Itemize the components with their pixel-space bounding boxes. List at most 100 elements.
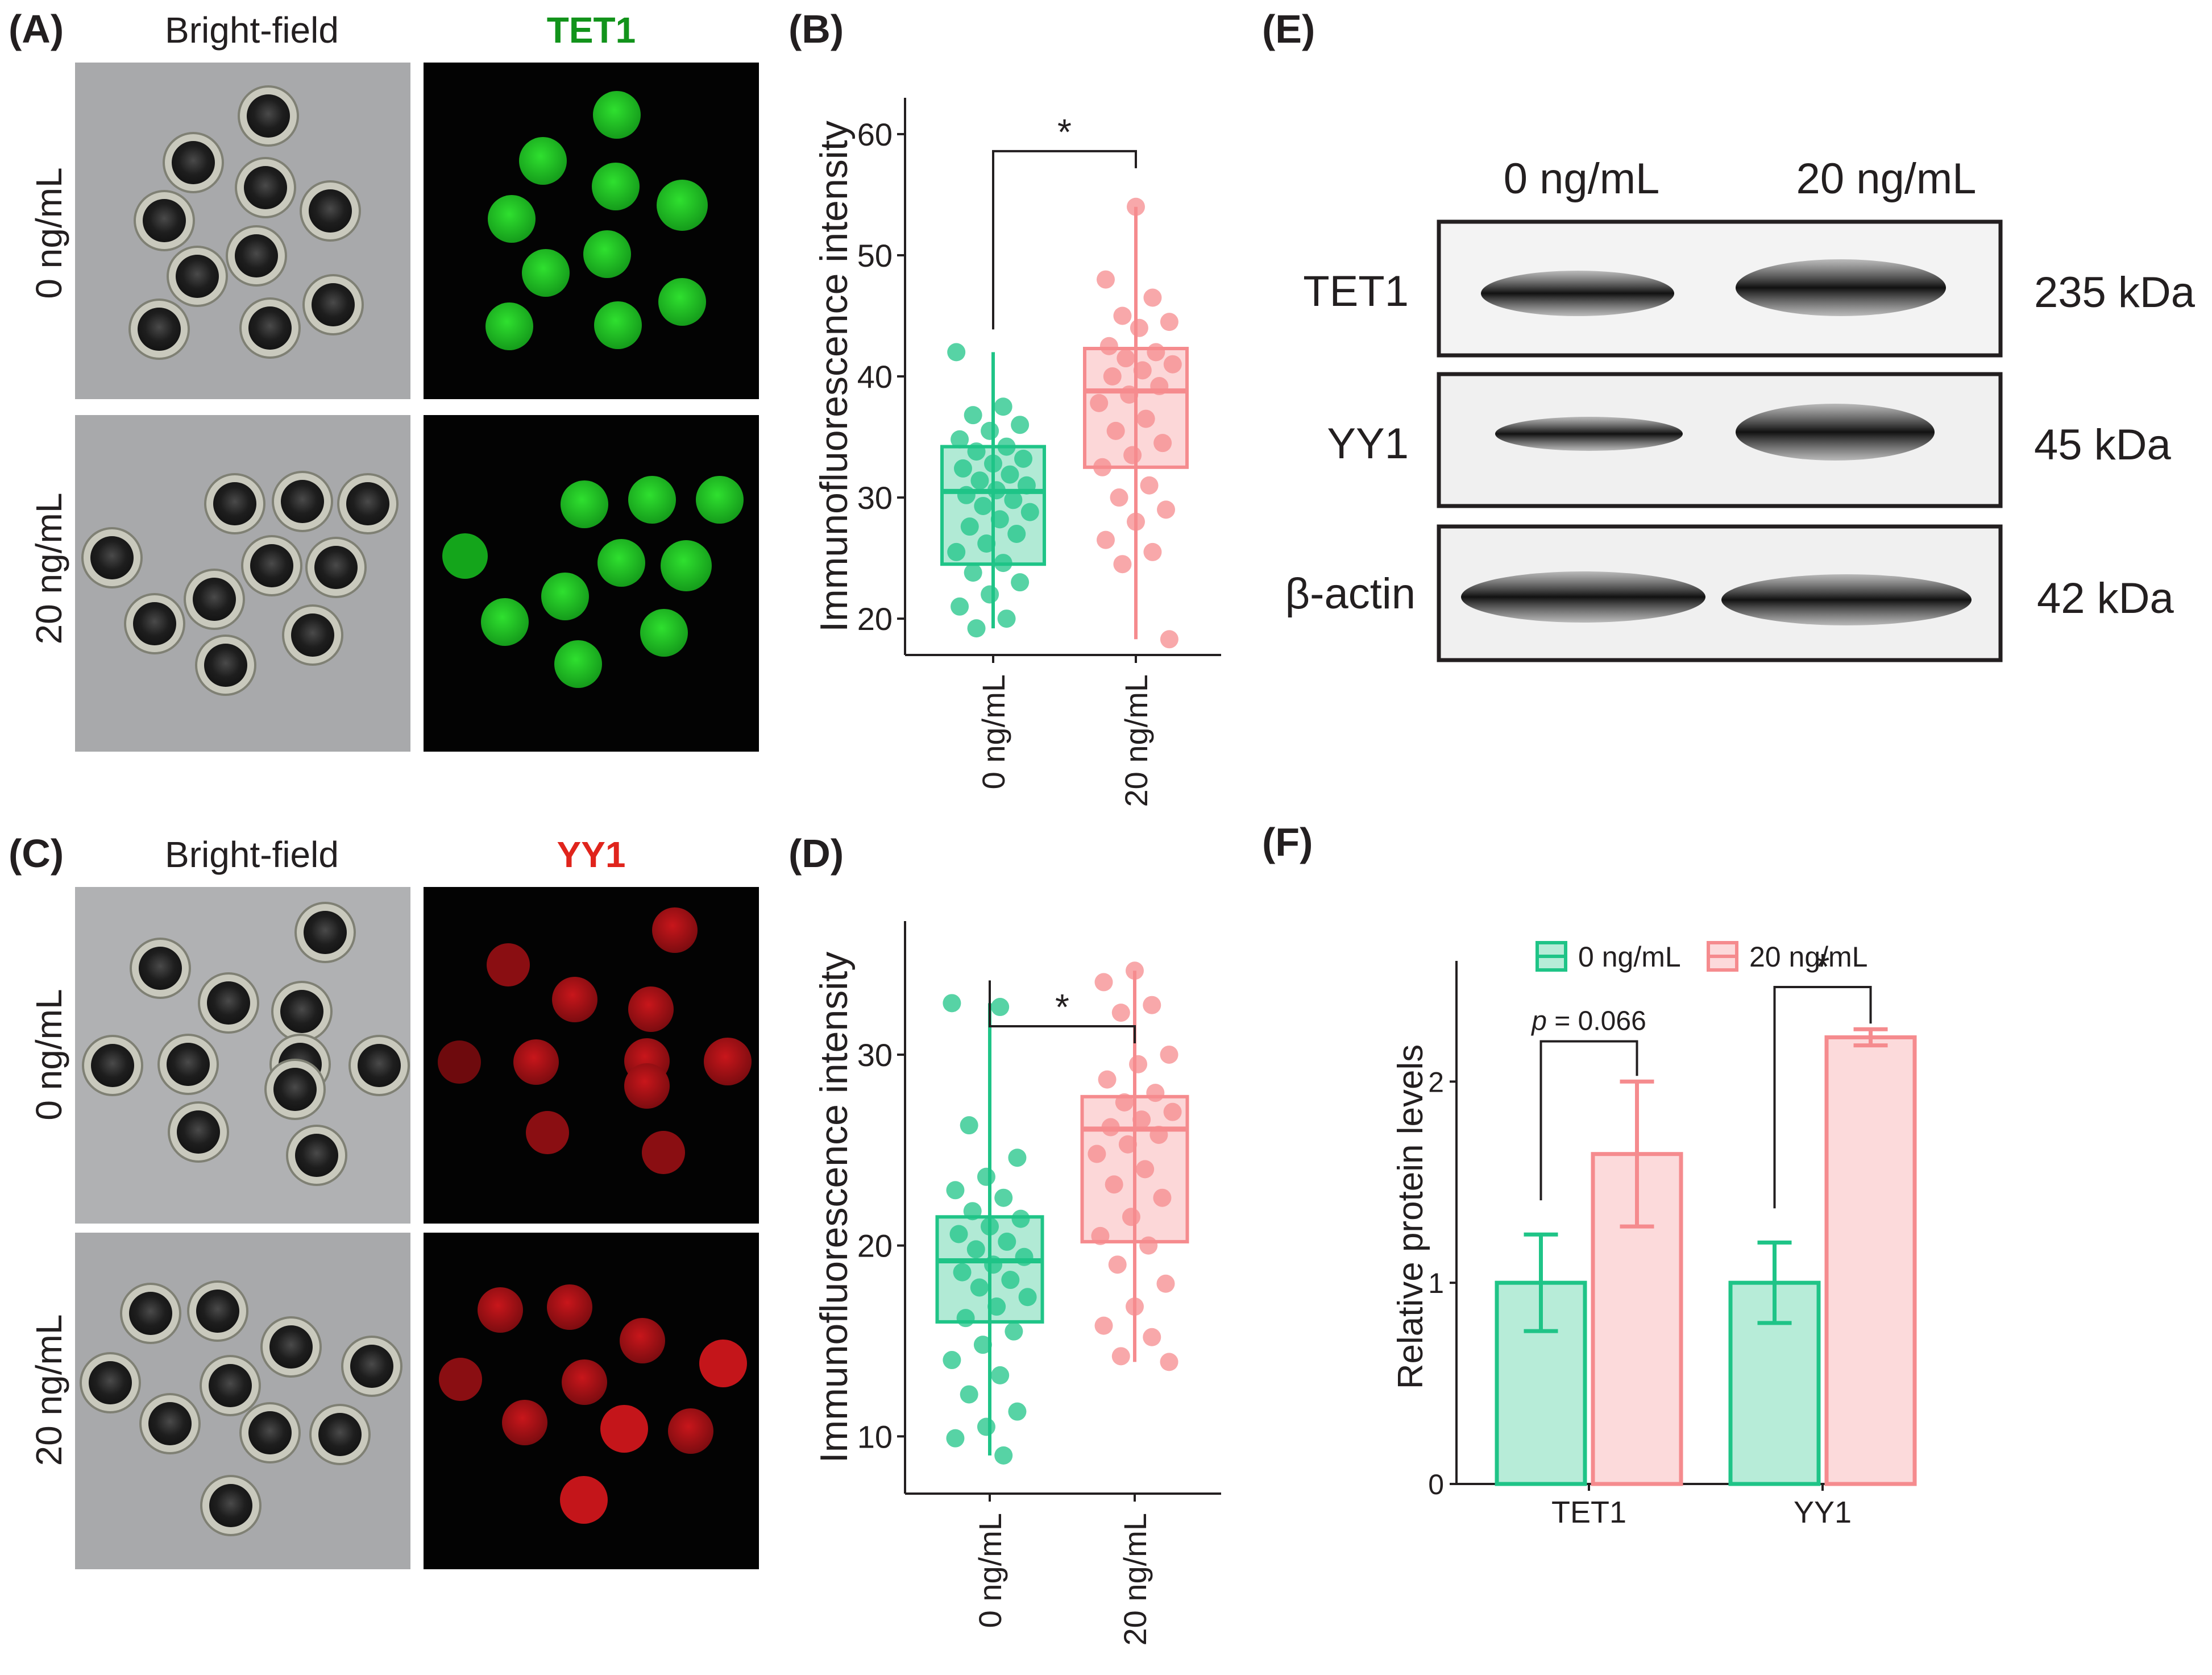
data-point — [1017, 476, 1036, 495]
panel-c-title-yy1: YY1 — [557, 834, 626, 875]
data-point — [1129, 1055, 1148, 1073]
significance-bracket — [992, 150, 1137, 330]
y-tick-label: 20 — [857, 1228, 893, 1264]
data-point — [1101, 1118, 1120, 1137]
significance-bracket — [1539, 1040, 1638, 1201]
data-point — [1157, 500, 1176, 519]
data-point — [1146, 1084, 1165, 1102]
data-point — [997, 437, 1016, 456]
blot-row-yy1: YY1 45 kDa — [1327, 372, 2172, 508]
data-point — [981, 421, 999, 440]
data-point — [964, 406, 982, 425]
data-point — [987, 1297, 1006, 1316]
data-point — [1099, 337, 1118, 355]
panel-c: (C) Bright-field YY1 0 ng/mL 20 ng/mL — [9, 831, 759, 1569]
data-point — [1160, 1353, 1178, 1371]
data-point — [974, 496, 993, 515]
x-tick-label: 20 ng/mL — [1118, 674, 1154, 807]
panel-f-label: (F) — [1262, 820, 1313, 864]
panel-a: (A) Bright-field TET1 0 ng/mL 20 ng/mL — [9, 7, 759, 752]
data-point — [1126, 1297, 1144, 1316]
blot-protein-actin: β-actin — [1285, 570, 1416, 618]
data-point — [1117, 349, 1135, 368]
y-tick-label: 30 — [857, 480, 893, 516]
data-point — [1123, 446, 1142, 465]
blot-size-yy1: 45 kDa — [2034, 421, 2172, 469]
data-point — [951, 597, 969, 616]
data-point — [1160, 313, 1178, 331]
data-point — [1111, 1347, 1130, 1366]
data-point — [1001, 1271, 1020, 1290]
data-point — [951, 430, 969, 449]
x-tick-label: YY1 — [1794, 1495, 1852, 1529]
data-point — [1106, 421, 1125, 440]
stain-yy1-0 — [438, 907, 752, 1174]
data-point — [1007, 524, 1026, 543]
panel-a-title-tet1: TET1 — [547, 10, 636, 51]
data-point — [1133, 361, 1152, 380]
data-point — [984, 1255, 1003, 1274]
data-point — [994, 554, 1012, 573]
data-point — [1132, 1110, 1151, 1129]
data-point — [967, 442, 986, 461]
oocytes-bf-0 — [128, 85, 364, 360]
data-point — [1015, 1247, 1034, 1266]
data-point — [1139, 1236, 1158, 1255]
data-point — [956, 1309, 975, 1328]
data-point — [977, 1417, 995, 1436]
significance-bracket — [1773, 986, 1872, 1209]
data-point — [1163, 355, 1182, 374]
data-point — [970, 471, 989, 490]
panel-a-label: (A) — [9, 7, 64, 51]
data-point — [1149, 1125, 1168, 1144]
data-point — [947, 343, 966, 362]
bar — [1824, 1035, 1917, 1486]
pvalue-symbol: p — [1530, 1006, 1547, 1036]
data-point — [970, 1278, 989, 1297]
panel-d-label: (D) — [788, 831, 844, 876]
data-point — [1103, 367, 1122, 385]
significance-star: * — [1057, 111, 1072, 152]
data-point — [1130, 318, 1148, 337]
data-point — [947, 542, 966, 561]
data-point — [987, 481, 1006, 500]
data-point — [1090, 393, 1109, 412]
data-point — [1018, 1288, 1037, 1307]
panel-a-row-label-1: 20 ng/mL — [28, 493, 69, 645]
x-tick-label: 0 ng/mL — [972, 1513, 1008, 1628]
data-point — [1014, 449, 1033, 468]
data-point — [1113, 306, 1132, 325]
data-point — [1136, 1160, 1155, 1179]
data-point — [946, 1429, 965, 1448]
data-point — [981, 1217, 999, 1236]
data-point — [984, 454, 1002, 473]
data-point — [1011, 1209, 1030, 1228]
blot-row-actin: β-actin 42 kDa — [1285, 524, 2174, 662]
data-point — [1153, 434, 1172, 453]
data-point — [994, 1446, 1013, 1465]
panel-e: (E) 0 ng/mL 20 ng/mL TET1 235 kDa YY1 45… — [1262, 7, 2196, 662]
y-tick-label: 40 — [857, 359, 893, 395]
y-tick-label: 1 — [1428, 1267, 1444, 1299]
y-axis-title: Immunofluorescence intensity — [812, 121, 856, 632]
y-tick-label: 2 — [1428, 1066, 1444, 1098]
band-actin-1 — [1721, 574, 1972, 625]
data-point — [997, 610, 1016, 628]
data-point — [1005, 1322, 1023, 1341]
data-point — [960, 1385, 978, 1404]
data-point — [960, 517, 979, 536]
data-point — [1111, 1004, 1130, 1022]
data-point — [1094, 973, 1113, 992]
oocytes-bf-3 — [80, 1280, 402, 1536]
band-yy1-1 — [1736, 404, 1935, 461]
data-point — [960, 1116, 978, 1135]
data-point — [977, 534, 996, 553]
stain-tet1-0 — [485, 91, 708, 350]
data-point — [1091, 1226, 1110, 1245]
data-point — [1113, 555, 1132, 574]
data-point — [994, 397, 1012, 416]
